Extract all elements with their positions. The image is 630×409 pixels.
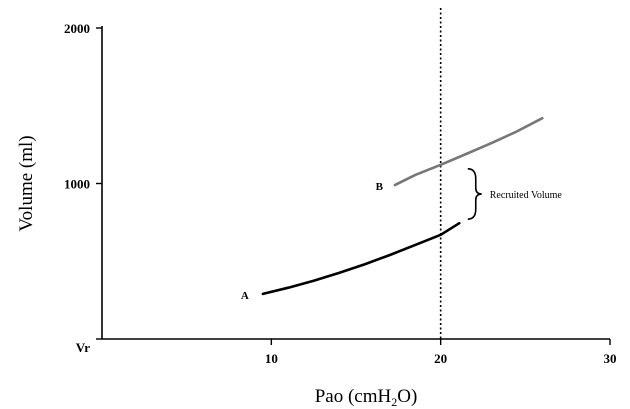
y-tick-label-1000: 1000 — [64, 177, 90, 192]
chart-labels: 10 20 30 Vr 1000 2000 Pao (cmH2O) Volume (ml) A B… — [16, 21, 617, 409]
series-label-b: B — [376, 181, 384, 193]
axes — [96, 26, 611, 345]
x-tick-label-20: 20 — [434, 351, 447, 366]
annotation-recruited-volume: Recruited Volume — [490, 190, 563, 201]
recruited-volume-brace — [467, 168, 482, 220]
series-a-line — [261, 221, 461, 296]
y-tick-label-Vr: Vr — [76, 340, 90, 355]
x-axis-title: Pao (cmH2O) — [315, 386, 418, 409]
y-axis-title: Volume (ml) — [16, 135, 37, 231]
y-tick-label-2000: 2000 — [64, 21, 90, 36]
x-tick-label-30: 30 — [604, 351, 617, 366]
series-b-line — [393, 116, 544, 187]
series-label-a: A — [241, 290, 249, 302]
x-tick-label-10: 10 — [265, 351, 278, 366]
chart-marks — [261, 8, 544, 339]
